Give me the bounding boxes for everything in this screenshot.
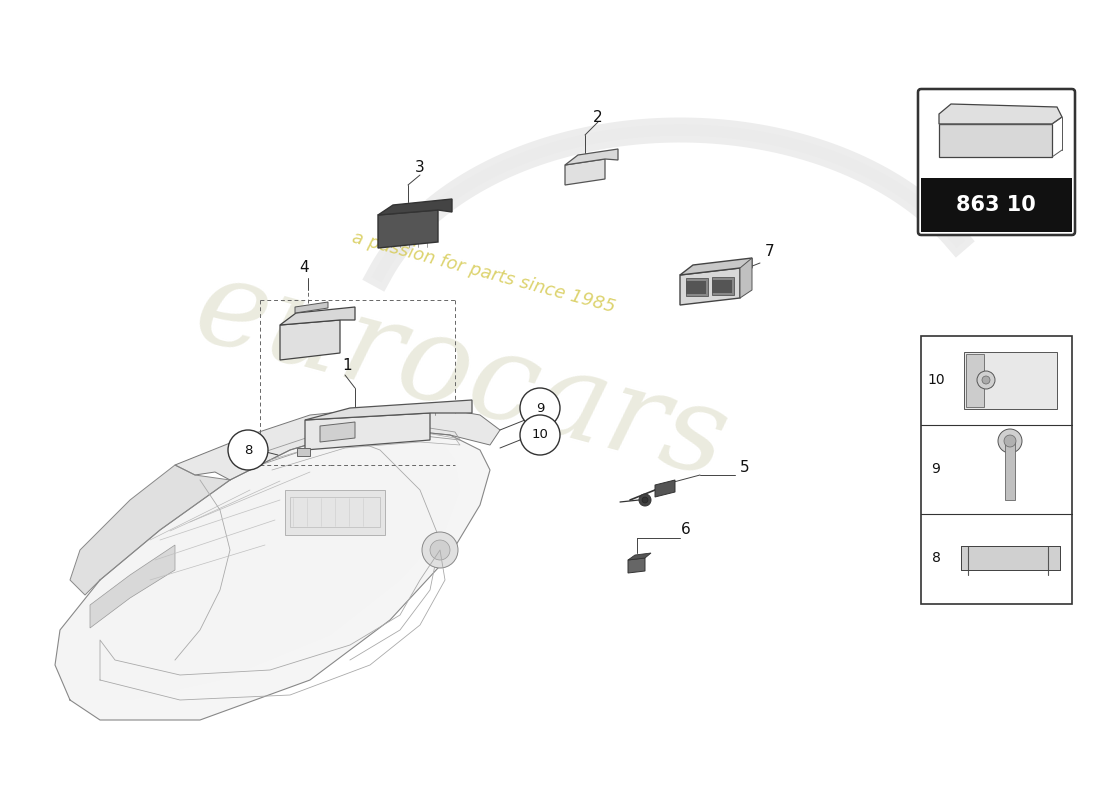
Text: a passion for parts since 1985: a passion for parts since 1985 bbox=[351, 228, 617, 316]
Circle shape bbox=[520, 415, 560, 455]
Text: 8: 8 bbox=[932, 551, 940, 565]
Text: 3: 3 bbox=[415, 161, 425, 175]
Bar bbox=[686, 278, 708, 296]
Polygon shape bbox=[628, 558, 645, 573]
Polygon shape bbox=[175, 408, 500, 480]
Circle shape bbox=[228, 430, 268, 470]
Polygon shape bbox=[70, 435, 490, 720]
Polygon shape bbox=[740, 258, 752, 298]
Circle shape bbox=[977, 371, 996, 389]
Circle shape bbox=[430, 540, 450, 560]
Polygon shape bbox=[305, 400, 472, 420]
Polygon shape bbox=[378, 210, 438, 248]
Polygon shape bbox=[378, 199, 452, 215]
Bar bbox=[285, 490, 385, 535]
Polygon shape bbox=[305, 413, 430, 450]
Circle shape bbox=[998, 429, 1022, 453]
Text: 5: 5 bbox=[740, 461, 750, 475]
Text: eurocars: eurocars bbox=[184, 249, 740, 503]
Polygon shape bbox=[55, 430, 490, 720]
Polygon shape bbox=[680, 258, 752, 275]
Bar bbox=[686, 281, 706, 294]
Polygon shape bbox=[280, 320, 340, 360]
Text: 7: 7 bbox=[766, 245, 774, 259]
Polygon shape bbox=[939, 104, 1062, 124]
Bar bbox=[712, 277, 734, 295]
Text: 4: 4 bbox=[299, 261, 309, 275]
Polygon shape bbox=[295, 302, 328, 313]
Bar bbox=[966, 354, 984, 407]
Circle shape bbox=[642, 497, 648, 503]
Circle shape bbox=[639, 494, 651, 506]
Polygon shape bbox=[628, 553, 651, 560]
Circle shape bbox=[1004, 435, 1016, 447]
Text: 9: 9 bbox=[536, 402, 544, 414]
Bar bbox=[961, 546, 1060, 570]
Bar bbox=[961, 546, 1060, 570]
Bar bbox=[290, 497, 380, 527]
Bar bbox=[921, 178, 1072, 232]
Polygon shape bbox=[680, 268, 740, 305]
Text: 10: 10 bbox=[927, 373, 945, 387]
Polygon shape bbox=[297, 448, 310, 456]
Polygon shape bbox=[90, 545, 175, 628]
Polygon shape bbox=[654, 480, 675, 497]
Bar bbox=[921, 336, 1072, 604]
Polygon shape bbox=[70, 465, 230, 595]
Bar bbox=[712, 280, 732, 293]
Polygon shape bbox=[565, 149, 618, 165]
Polygon shape bbox=[565, 159, 605, 185]
Text: 9: 9 bbox=[932, 462, 940, 476]
Text: 863 10: 863 10 bbox=[956, 195, 1036, 215]
Bar bbox=[1005, 441, 1015, 500]
Text: 2: 2 bbox=[593, 110, 603, 126]
FancyBboxPatch shape bbox=[918, 89, 1075, 235]
Text: 8: 8 bbox=[244, 443, 252, 457]
Polygon shape bbox=[320, 422, 355, 442]
Circle shape bbox=[422, 532, 458, 568]
Polygon shape bbox=[939, 124, 1052, 157]
Text: 10: 10 bbox=[531, 429, 549, 442]
Circle shape bbox=[982, 376, 990, 384]
Polygon shape bbox=[280, 307, 355, 325]
Circle shape bbox=[520, 388, 560, 428]
Bar bbox=[964, 352, 1057, 409]
Text: 1: 1 bbox=[342, 358, 352, 373]
Text: 6: 6 bbox=[681, 522, 691, 538]
